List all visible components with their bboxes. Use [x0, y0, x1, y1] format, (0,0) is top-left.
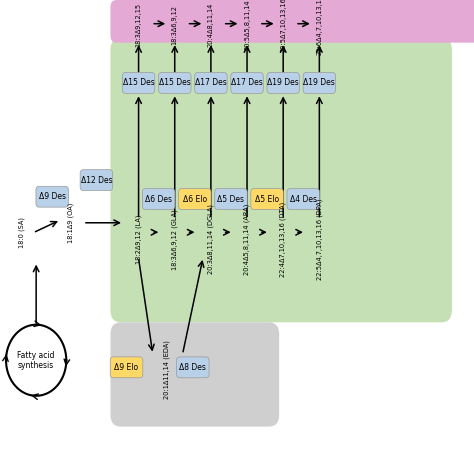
Text: 20:3Δ8,11,14 (DGLA): 20:3Δ8,11,14 (DGLA) [208, 204, 214, 274]
FancyBboxPatch shape [267, 73, 300, 93]
Text: Δ5 Des: Δ5 Des [218, 195, 245, 203]
Text: Δ5 Elo: Δ5 Elo [255, 195, 279, 203]
Text: 18:1Δ9 (OA): 18:1Δ9 (OA) [67, 202, 73, 243]
Text: Δ17 Des: Δ17 Des [195, 79, 227, 87]
Text: Δ19 Des: Δ19 Des [267, 79, 299, 87]
Text: 18:3Δ9,12,15: 18:3Δ9,12,15 [136, 2, 142, 47]
FancyBboxPatch shape [176, 357, 209, 378]
Text: 20:4Δ5,8,11,14 (ARA): 20:4Δ5,8,11,14 (ARA) [244, 204, 250, 275]
FancyBboxPatch shape [142, 189, 175, 210]
FancyBboxPatch shape [110, 0, 474, 43]
Text: Fatty acid
synthesis: Fatty acid synthesis [18, 351, 55, 370]
Text: 20:4Δ8,11,14: 20:4Δ8,11,14 [208, 2, 214, 47]
Text: Δ8 Des: Δ8 Des [179, 363, 206, 372]
Text: Δ6 Elo: Δ6 Elo [183, 195, 207, 203]
Text: 18:3Δ6,9,12: 18:3Δ6,9,12 [172, 5, 178, 45]
Text: 18:0 (SA): 18:0 (SA) [19, 217, 25, 248]
Text: Δ17 Des: Δ17 Des [231, 79, 263, 87]
Text: Δ15 Des: Δ15 Des [159, 79, 191, 87]
FancyBboxPatch shape [158, 73, 191, 93]
Text: Δ9 Des: Δ9 Des [39, 192, 66, 201]
Text: 20:5Δ5,8,11,14: 20:5Δ5,8,11,14 [244, 0, 250, 50]
Text: Δ4 Des: Δ4 Des [290, 195, 317, 203]
Text: 20:1Δ11,14 (EDA): 20:1Δ11,14 (EDA) [164, 340, 170, 399]
Text: Δ15 Des: Δ15 Des [123, 79, 155, 87]
FancyBboxPatch shape [80, 170, 113, 191]
Text: 22:5Δ4,7,10,13,16 (DPA): 22:5Δ4,7,10,13,16 (DPA) [316, 199, 323, 280]
Text: Δ6 Des: Δ6 Des [145, 195, 172, 203]
Text: Δ12 Des: Δ12 Des [81, 176, 112, 184]
FancyBboxPatch shape [110, 322, 279, 427]
FancyBboxPatch shape [287, 189, 319, 210]
Text: 18:2Δ9,12 (LA): 18:2Δ9,12 (LA) [136, 215, 142, 264]
FancyBboxPatch shape [122, 73, 155, 93]
FancyBboxPatch shape [303, 73, 336, 93]
FancyBboxPatch shape [231, 73, 264, 93]
FancyBboxPatch shape [179, 189, 211, 210]
Text: 22:5Δ7,10,13,16: 22:5Δ7,10,13,16 [280, 0, 286, 52]
FancyBboxPatch shape [36, 186, 68, 207]
FancyBboxPatch shape [110, 357, 143, 378]
FancyBboxPatch shape [195, 73, 227, 93]
Text: 18:3Δ6,9,12 (GLA): 18:3Δ6,9,12 (GLA) [172, 209, 178, 270]
Text: 22:6Δ4,7,10,13,16: 22:6Δ4,7,10,13,16 [316, 0, 322, 55]
Text: 22:4Δ7,10,13,16 (DTA): 22:4Δ7,10,13,16 (DTA) [280, 202, 286, 277]
FancyBboxPatch shape [251, 189, 283, 210]
FancyBboxPatch shape [215, 189, 247, 210]
FancyBboxPatch shape [110, 38, 452, 322]
Text: Δ19 Des: Δ19 Des [303, 79, 335, 87]
Text: Δ9 Elo: Δ9 Elo [115, 363, 138, 372]
